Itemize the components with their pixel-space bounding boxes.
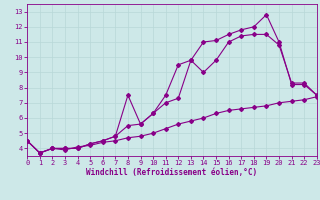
X-axis label: Windchill (Refroidissement éolien,°C): Windchill (Refroidissement éolien,°C)	[86, 168, 258, 177]
